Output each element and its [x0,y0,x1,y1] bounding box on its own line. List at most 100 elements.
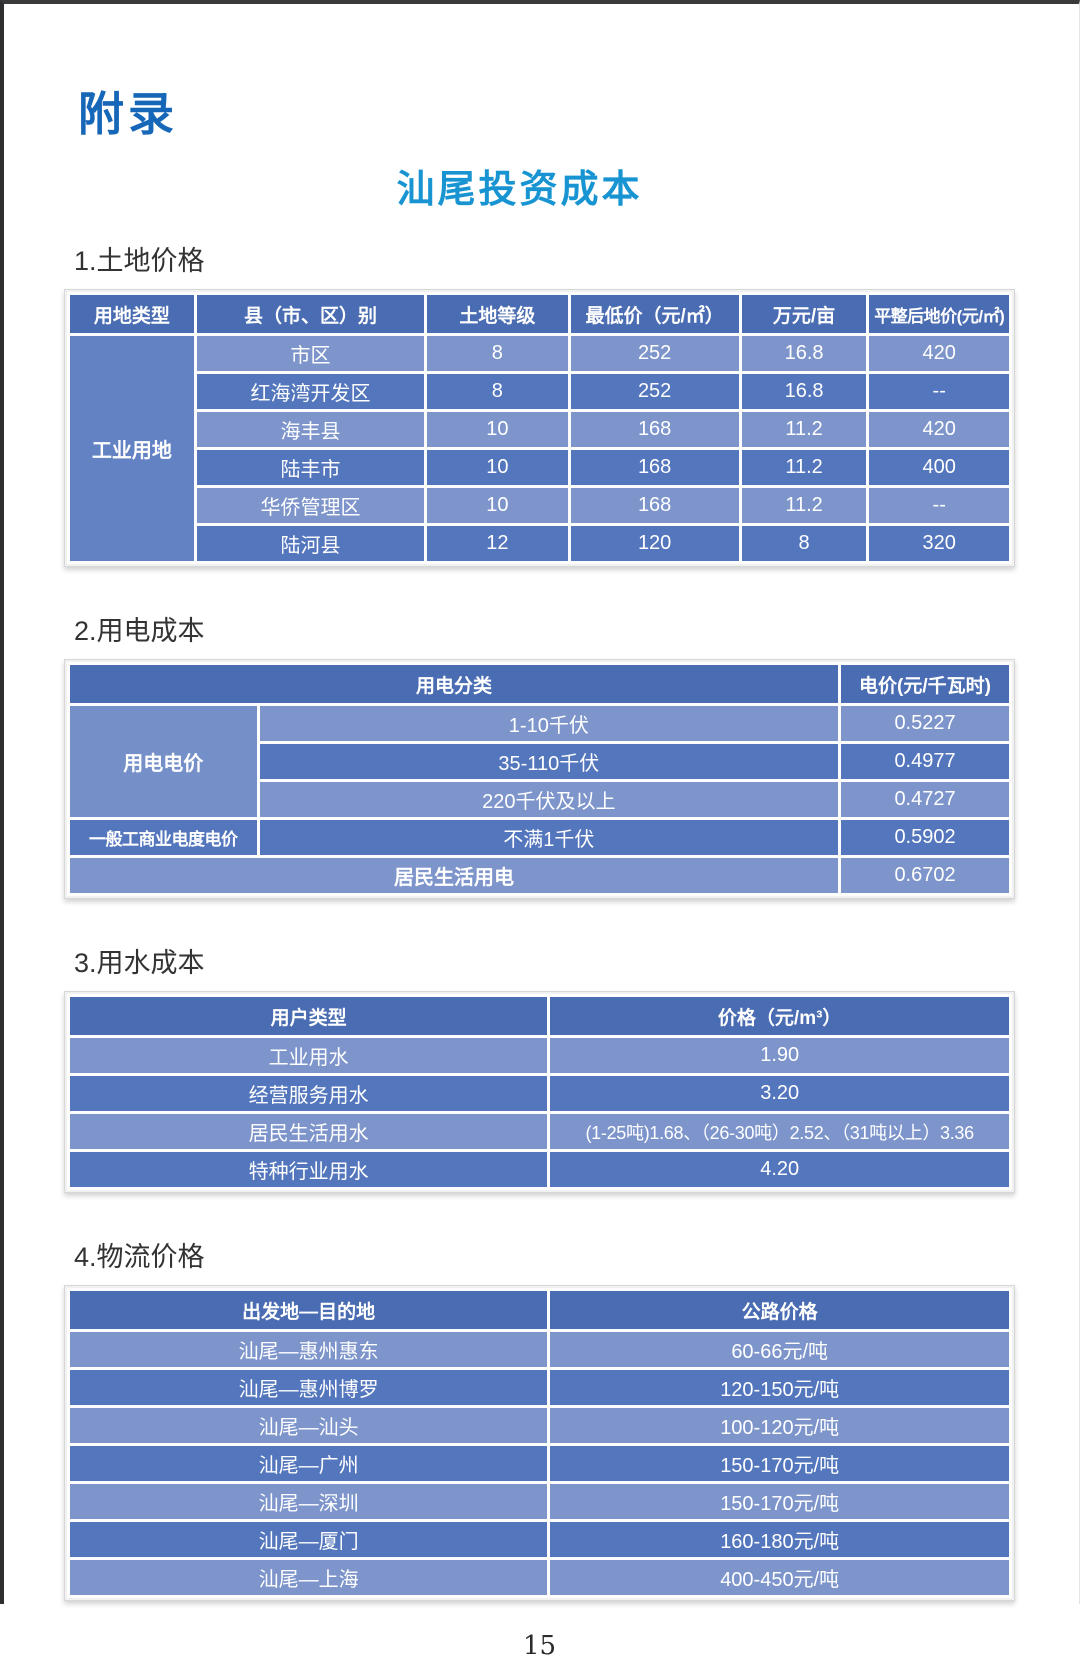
cell: 3.20 [550,1076,1009,1111]
cell: 100-120元/吨 [550,1408,1009,1443]
table-row: 经营服务用水 3.20 [70,1076,1009,1111]
cell: 420 [869,412,1009,447]
column-header: 用地类型 [70,295,194,333]
cell: 汕尾—厦门 [70,1522,548,1557]
table-row: 华侨管理区 10 168 11.2 -- [70,488,1009,523]
logistics-price-table-grid: 出发地—目的地 公路价格 汕尾—惠州惠东 60-66元/吨 汕尾—惠州博罗 12… [67,1288,1012,1598]
cell: 华侨管理区 [196,488,425,523]
cell: 400-450元/吨 [550,1560,1009,1595]
cell: 10 [427,488,568,523]
cell: 不满1千伏 [259,820,839,855]
column-header: 价格（元/m³） [550,997,1009,1035]
cell: 10 [427,450,568,485]
cell: 168 [570,488,739,523]
column-header: 万元/亩 [741,295,867,333]
column-header: 电价(元/千瓦时) [841,665,1009,703]
cell: (1-25吨)1.68、（26-30吨）2.52、（31吨以上）3.36 [550,1114,1009,1149]
table-row: 汕尾—上海 400-450元/吨 [70,1560,1009,1595]
water-cost-table: 用户类型 价格（元/m³） 工业用水 1.90 经营服务用水 3.20 居民生活… [64,991,1015,1193]
table-header-row: 用地类型 县（市、区）别 土地等级 最低价（元/㎡） 万元/亩 平整后地价(元/… [70,295,1009,333]
cell: 1.90 [550,1038,1009,1073]
cell: 11.2 [741,488,867,523]
column-header: 平整后地价(元/㎡) [869,295,1009,333]
cell: 150-170元/吨 [550,1446,1009,1481]
page-number: 15 [522,1631,557,1661]
table-row: 陆丰市 10 168 11.2 400 [70,450,1009,485]
table-row: 特种行业用水 4.20 [70,1152,1009,1187]
table-row: 汕尾—惠州惠东 60-66元/吨 [70,1332,1009,1367]
logistics-price-table: 出发地—目的地 公路价格 汕尾—惠州惠东 60-66元/吨 汕尾—惠州博罗 12… [64,1285,1015,1601]
row-group-label: 工业用地 [70,336,194,561]
section-heading-electricity: 2.用电成本 [74,616,205,646]
table-row: 海丰县 10 168 11.2 420 [70,412,1009,447]
cell: 8 [427,336,568,371]
table-row: 220千伏及以上 0.4727 [70,782,1009,817]
water-cost-table-grid: 用户类型 价格（元/m³） 工业用水 1.90 经营服务用水 3.20 居民生活… [67,994,1012,1190]
cell: 0.5902 [841,820,1009,855]
cell: -- [869,488,1009,523]
cell: 经营服务用水 [70,1076,548,1111]
section-water-cost: 3.用水成本 用户类型 价格（元/m³） 工业用水 1.90 经营服务用水 3.… [64,941,1015,1193]
column-header: 用电分类 [70,665,839,703]
table-row: 居民生活用电 0.6702 [70,858,1009,893]
table-header-row: 用电分类 电价(元/千瓦时) [70,665,1009,703]
table-header-row: 用户类型 价格（元/m³） [70,997,1009,1035]
electricity-cost-table-grid: 用电分类 电价(元/千瓦时) 用电电价 1-10千伏 0.5227 35-110… [67,662,1012,896]
cell: 160-180元/吨 [550,1522,1009,1557]
cell: 60-66元/吨 [550,1332,1009,1367]
row-group-label: 一般工商业电度电价 [70,820,257,855]
cell: 12 [427,526,568,561]
cell: 35-110千伏 [259,744,839,779]
table-row: 汕尾—汕头 100-120元/吨 [70,1408,1009,1443]
table-row: 红海湾开发区 8 252 16.8 -- [70,374,1009,409]
row-group-label: 用电电价 [70,706,257,817]
electricity-cost-table: 用电分类 电价(元/千瓦时) 用电电价 1-10千伏 0.5227 35-110… [64,659,1015,899]
section-heading-water: 3.用水成本 [74,948,205,978]
table-row: 一般工商业电度电价 不满1千伏 0.5902 [70,820,1009,855]
cell: 0.4977 [841,744,1009,779]
cell: 10 [427,412,568,447]
appendix-heading: 附录 [78,88,178,140]
cell: 120-150元/吨 [550,1370,1009,1405]
cell: 11.2 [741,412,867,447]
land-price-table-grid: 用地类型 县（市、区）别 土地等级 最低价（元/㎡） 万元/亩 平整后地价(元/… [67,292,1012,564]
table-row: 工业用地 市区 8 252 16.8 420 [70,336,1009,561]
cell: 1-10千伏 [259,706,839,741]
cell: 120 [570,526,739,561]
cell: 0.5227 [841,706,1009,741]
section-heading-logistics: 4.物流价格 [74,1242,205,1272]
column-header: 用户类型 [70,997,548,1035]
cell: 8 [427,374,568,409]
cell: 168 [570,450,739,485]
cell: 8 [741,526,867,561]
section-electricity-cost: 2.用电成本 用电分类 电价(元/千瓦时) 用电电价 1-10千伏 0.5227… [64,609,1015,899]
cell: 工业用水 [70,1038,548,1073]
cell: 汕尾—惠州惠东 [70,1332,548,1367]
land-price-table: 用地类型 县（市、区）别 土地等级 最低价（元/㎡） 万元/亩 平整后地价(元/… [64,289,1015,567]
table-row: 居民生活用水 (1-25吨)1.68、（26-30吨）2.52、（31吨以上）3… [70,1114,1009,1149]
cell: 4.20 [550,1152,1009,1187]
section-heading-land: 1.土地价格 [74,246,205,276]
cell: 汕尾—汕头 [70,1408,548,1443]
cell: 16.8 [741,336,867,371]
column-header: 公路价格 [550,1291,1009,1329]
cell: 特种行业用水 [70,1152,548,1187]
cell: 168 [570,412,739,447]
column-header: 土地等级 [427,295,568,333]
cell: -- [869,374,1009,409]
section-logistics-price: 4.物流价格 出发地—目的地 公路价格 汕尾—惠州惠东 60-66元/吨 汕尾—… [64,1235,1015,1601]
cell: 陆丰市 [196,450,425,485]
cell: 420 [869,336,1009,371]
cell: 400 [869,450,1009,485]
cell: 汕尾—上海 [70,1560,548,1595]
cell: 16.8 [741,374,867,409]
cell: 252 [570,336,739,371]
table-header-row: 出发地—目的地 公路价格 [70,1291,1009,1329]
cell: 市区 [196,336,425,371]
cell: 0.4727 [841,782,1009,817]
cell: 汕尾—广州 [70,1446,548,1481]
section-land-price: 1.土地价格 用地类型 县（市、区）别 土地等级 最低价（元/㎡） 万元/亩 平… [64,239,1015,567]
table-row: 工业用水 1.90 [70,1038,1009,1073]
column-header: 出发地—目的地 [70,1291,548,1329]
